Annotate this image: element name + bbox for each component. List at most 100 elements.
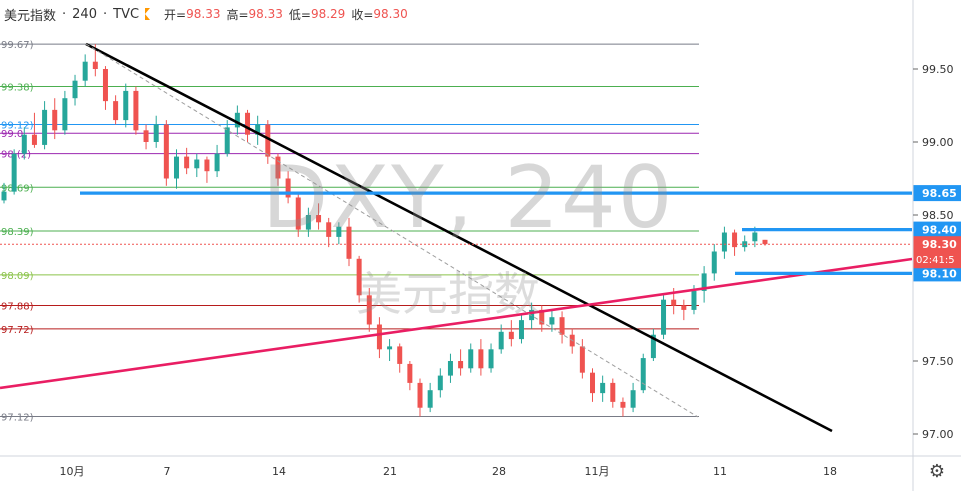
candle-body[interactable]: [407, 363, 413, 383]
low-label: 低=: [288, 7, 311, 22]
candle-body[interactable]: [204, 159, 210, 172]
candle-body[interactable]: [21, 134, 27, 154]
y-tick-label: 98.50: [922, 209, 954, 222]
price-badge: [913, 185, 961, 202]
watermark-symbol: DXY, 240: [262, 148, 675, 248]
fib-level-label: 99.38): [1, 83, 34, 94]
candle-body[interactable]: [732, 232, 738, 248]
candle-body[interactable]: [316, 215, 322, 223]
candle-body[interactable]: [691, 290, 697, 310]
candle-body[interactable]: [458, 361, 464, 369]
candle-body[interactable]: [194, 159, 200, 169]
close-label: 收=: [351, 7, 374, 22]
y-tick-label: 97.50: [922, 355, 954, 368]
candle-body[interactable]: [447, 361, 453, 376]
candle-body[interactable]: [661, 299, 667, 335]
candle-body[interactable]: [671, 299, 677, 306]
candle-body[interactable]: [82, 61, 88, 81]
candle-body[interactable]: [42, 109, 48, 145]
candle-body[interactable]: [214, 153, 220, 172]
fibonacci-retracement: 99.67)99.38)99.12)99.098.(2)98.69)98.39)…: [0, 40, 699, 423]
candlestick-series: [1, 44, 768, 417]
candle-body[interactable]: [478, 349, 484, 369]
candle-body[interactable]: [305, 215, 311, 230]
candle-body[interactable]: [153, 124, 159, 142]
candle-body[interactable]: [336, 226, 342, 237]
fib-level-label: 98.69): [1, 183, 34, 194]
y-tick-label: 99.00: [922, 136, 954, 149]
x-tick-label: 11: [713, 465, 727, 478]
candle-body[interactable]: [529, 309, 535, 321]
candle-body[interactable]: [275, 156, 281, 179]
candle-body[interactable]: [681, 305, 687, 310]
candle-body[interactable]: [468, 349, 474, 369]
candle-body[interactable]: [539, 309, 545, 325]
candle-body[interactable]: [498, 331, 504, 350]
candle-body[interactable]: [579, 346, 585, 373]
low-value: 98.29: [310, 7, 346, 21]
candle-body[interactable]: [630, 390, 636, 408]
candle-body[interactable]: [711, 251, 717, 274]
countdown-label: 02:41:5: [916, 255, 955, 266]
candle-body[interactable]: [72, 80, 78, 99]
candle-body[interactable]: [52, 109, 58, 131]
candle-body[interactable]: [143, 130, 149, 142]
candle-body[interactable]: [508, 331, 514, 340]
candle-body[interactable]: [1, 191, 7, 201]
candle-body[interactable]: [590, 372, 596, 394]
watermark-name: 美元指数: [356, 267, 540, 321]
candle-body[interactable]: [11, 153, 17, 192]
price-badge-label: 98.65: [922, 187, 957, 200]
candle-body[interactable]: [397, 346, 403, 364]
candle-body[interactable]: [113, 101, 119, 121]
candle-body[interactable]: [31, 134, 37, 145]
candle-body[interactable]: [640, 358, 646, 391]
candle-body[interactable]: [224, 127, 230, 154]
candle-body[interactable]: [285, 178, 291, 198]
drawing-tools: [0, 42, 913, 433]
gear-icon[interactable]: ⚙: [928, 460, 946, 481]
downtrend-line: [85, 42, 833, 433]
candle-body[interactable]: [518, 320, 524, 340]
candle-body[interactable]: [356, 258, 362, 296]
fib-level-label: 99.0: [1, 129, 23, 140]
candle-body[interactable]: [762, 239, 768, 245]
candle-body[interactable]: [346, 226, 352, 259]
candle-body[interactable]: [701, 273, 707, 291]
candle-body[interactable]: [295, 197, 301, 230]
candle-body[interactable]: [133, 90, 139, 131]
candle-body[interactable]: [326, 222, 332, 237]
open-label: 开=: [164, 7, 187, 22]
candle-body[interactable]: [721, 232, 727, 252]
candle-body[interactable]: [173, 156, 179, 179]
candle-body[interactable]: [650, 334, 656, 359]
candle-body[interactable]: [600, 382, 606, 394]
candle-body[interactable]: [620, 401, 626, 408]
symbol-name[interactable]: 美元指数: [4, 8, 57, 24]
fib-level-label: 98.09): [1, 271, 34, 282]
last-price-badge: [913, 236, 961, 269]
candle-body[interactable]: [265, 124, 271, 157]
candle-body[interactable]: [255, 124, 261, 135]
candle-body[interactable]: [92, 61, 98, 69]
candle-body[interactable]: [62, 98, 68, 131]
candle-body[interactable]: [387, 346, 393, 350]
candle-body[interactable]: [376, 324, 382, 350]
candle-body[interactable]: [366, 295, 372, 325]
candle-body[interactable]: [102, 69, 108, 102]
candle-body[interactable]: [163, 124, 169, 179]
candle-body[interactable]: [427, 390, 433, 408]
candle-body[interactable]: [437, 375, 443, 391]
candle-body[interactable]: [234, 112, 240, 128]
candle-body[interactable]: [417, 382, 423, 408]
candle-body[interactable]: [184, 156, 190, 169]
candle-body[interactable]: [610, 382, 616, 402]
candle-body[interactable]: [549, 317, 555, 325]
candle-body[interactable]: [752, 232, 758, 242]
candle-body[interactable]: [559, 317, 565, 335]
candle-body[interactable]: [488, 349, 494, 369]
candle-body[interactable]: [123, 90, 129, 121]
candle-body[interactable]: [245, 112, 251, 135]
interval-label[interactable]: 240: [72, 6, 97, 22]
